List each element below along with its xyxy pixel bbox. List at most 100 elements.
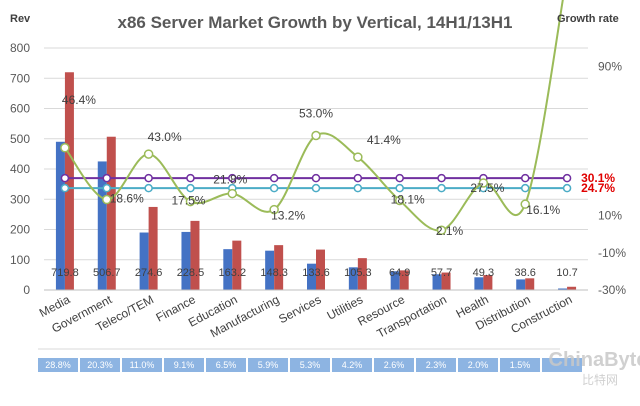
reference-marker: [562, 173, 572, 183]
left-tick-label: 800: [10, 41, 30, 55]
bar: [64, 72, 74, 290]
bar: [232, 240, 242, 290]
growth-marker: [394, 195, 405, 206]
growth-marker: [311, 130, 321, 141]
share-cell: [248, 358, 288, 372]
bar-value-label: 10.7: [556, 267, 577, 279]
share-cell: [374, 358, 414, 372]
growth-label: 17.5%: [171, 194, 205, 208]
reference-marker: [395, 183, 404, 193]
watermark-text: ChinaByte: [549, 349, 640, 371]
share-cell: [164, 358, 204, 372]
bar: [567, 286, 577, 290]
watermark-subtext: 比特网: [582, 372, 618, 387]
right-tick-label: -10%: [598, 246, 626, 260]
bar: [348, 267, 358, 290]
reference-marker: [269, 173, 279, 183]
left-tick-label: 100: [10, 253, 30, 267]
growth-label: 41.4%: [367, 133, 401, 147]
reference-marker: [144, 183, 153, 193]
reference-marker: [60, 183, 70, 193]
growth-series: [60, 0, 564, 235]
reference-label: 30.1%: [581, 171, 615, 185]
bar: [390, 271, 400, 290]
share-value: 1.5%: [510, 360, 531, 370]
bar: [483, 275, 493, 290]
share-cell: [206, 358, 246, 372]
growth-marker: [102, 194, 112, 205]
growth-label: 46.4%: [62, 93, 96, 107]
bar-value-label: 719.8: [51, 267, 79, 279]
bar-value-label: 49.3: [473, 267, 494, 279]
bar: [181, 231, 191, 290]
bar-value-label: 105.3: [344, 267, 372, 279]
right-tick-label: 90%: [598, 60, 622, 74]
reference-marker: [520, 173, 530, 183]
share-value: 20.3%: [87, 360, 113, 370]
reference-marker: [102, 173, 112, 183]
growth-marker: [143, 149, 154, 159]
growth-label: 43.0%: [148, 130, 182, 144]
left-tick-label: 500: [10, 132, 30, 146]
growth-label: 18.1%: [391, 192, 425, 206]
share-cell: [38, 358, 78, 372]
reference-marker: [437, 183, 446, 193]
bar: [316, 249, 325, 290]
bar: [139, 232, 149, 290]
growth-marker: [185, 196, 196, 207]
reference-marker: [353, 183, 363, 193]
reference-marker: [186, 183, 195, 193]
left-tick-label: 0: [23, 283, 30, 297]
bar: [399, 270, 409, 290]
bar-value-label: 148.3: [260, 267, 288, 279]
share-value: 9.1%: [174, 360, 195, 370]
share-value: 4.2%: [342, 360, 363, 370]
bar: [558, 288, 568, 290]
right-axis-label: Growth rate: [557, 13, 619, 25]
left-tick-label: 200: [10, 223, 30, 237]
share-row: 28.8% 20.3% 11.0% 9.1% 6.5% 5.9% 5.3% 4.2% 2.6% 2…: [38, 348, 582, 372]
bar: [307, 263, 316, 290]
reference-marker: [269, 183, 279, 193]
share-value: 2.6%: [384, 360, 405, 370]
reference-marker: [60, 173, 70, 183]
bar: [274, 245, 284, 290]
bar-series: [55, 72, 577, 290]
growth-label: 16.1%: [526, 203, 560, 217]
bar: [525, 278, 535, 290]
bar: [432, 274, 442, 290]
reference-marker: [562, 183, 572, 193]
bar-value-label: 38.6: [515, 267, 536, 279]
bar-value-label: 274.6: [135, 267, 163, 279]
share-value: 28.8%: [45, 360, 71, 370]
growth-label: 21.8%: [213, 173, 247, 187]
reference-lines: [60, 173, 572, 193]
growth-marker: [436, 225, 447, 235]
right-tick-label: -30%: [598, 283, 626, 297]
share-cell: [416, 358, 456, 372]
bar-value-label: 506.7: [93, 267, 121, 279]
bar: [265, 250, 275, 290]
left-tick-label: 700: [10, 71, 30, 85]
bar: [441, 272, 451, 290]
share-cell: [542, 358, 582, 372]
chart-title: x86 Server Market Growth by Vertical, 14…: [118, 13, 513, 32]
bar: [55, 141, 65, 290]
bar-value-label: 57.7: [431, 267, 452, 279]
bar: [357, 258, 367, 290]
reference-marker: [102, 183, 112, 193]
bar: [148, 206, 158, 290]
share-cell: [458, 358, 498, 372]
reference-marker: [395, 173, 404, 183]
left-tick-label: 400: [10, 162, 30, 176]
growth-label: 27.5%: [470, 181, 504, 195]
growth-marker: [478, 178, 489, 188]
share-cell: [332, 358, 372, 372]
share-cell: [122, 358, 162, 372]
right-tick-label: 10%: [598, 209, 622, 223]
growth-marker: [269, 204, 279, 215]
reference-label: 24.7%: [581, 181, 615, 195]
share-value: 5.3%: [300, 360, 321, 370]
